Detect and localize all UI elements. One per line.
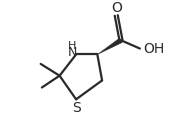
Text: S: S xyxy=(72,101,81,115)
Text: H: H xyxy=(68,41,77,51)
Text: O: O xyxy=(111,1,122,15)
Text: OH: OH xyxy=(143,42,165,56)
Polygon shape xyxy=(97,38,122,54)
Text: N: N xyxy=(68,46,77,59)
